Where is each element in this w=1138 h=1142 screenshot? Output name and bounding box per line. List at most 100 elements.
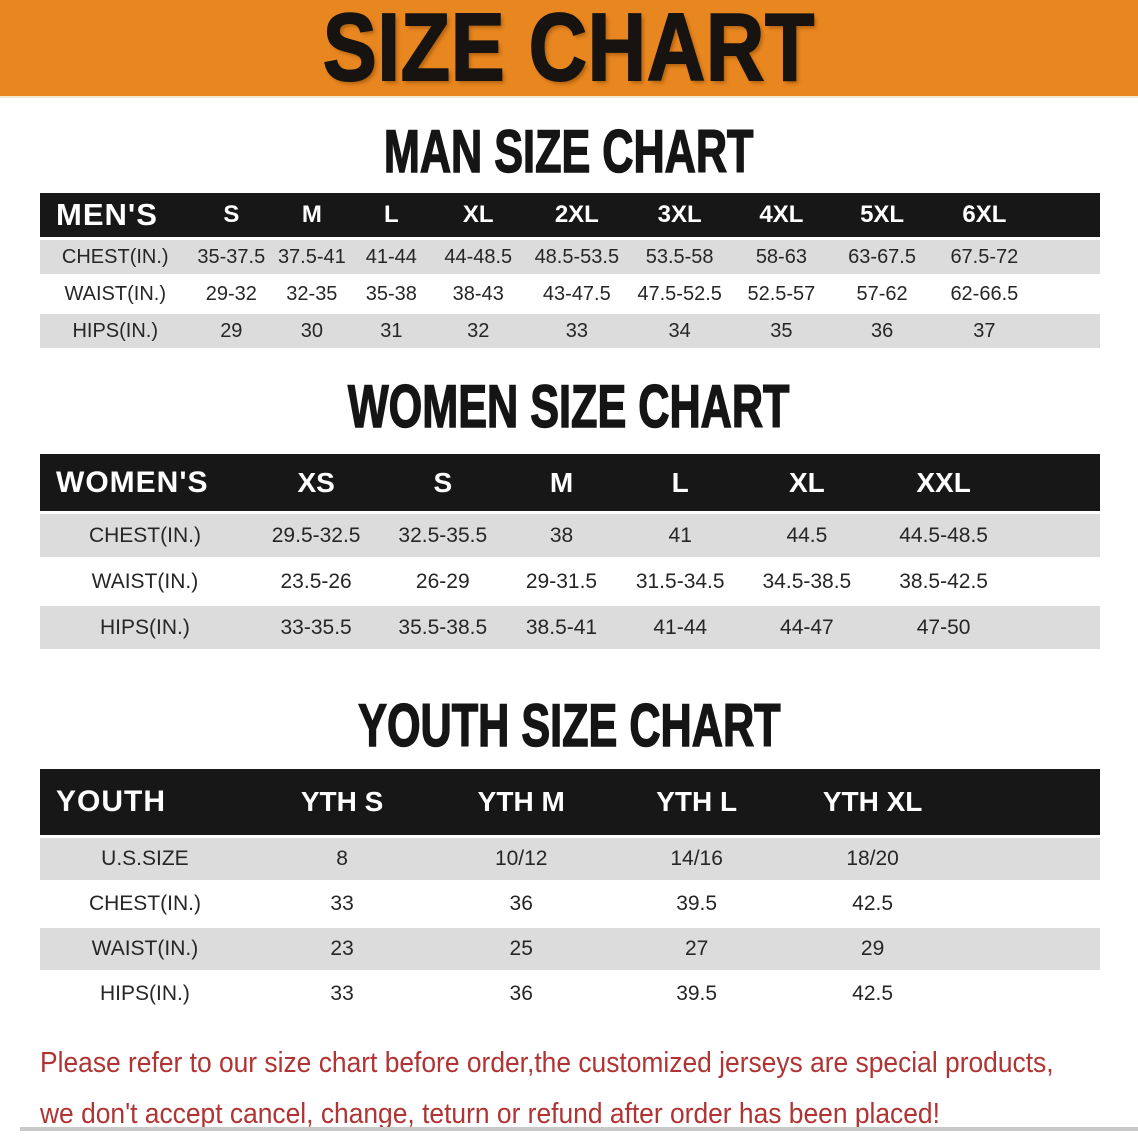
size-value-cell: 42.5 bbox=[785, 883, 961, 925]
women-chest-row: CHEST(IN.) 29.5-32.5 32.5-35.5 38 41 44.… bbox=[40, 514, 1100, 557]
youth-heading-text: YOUTH SIZE CHART bbox=[357, 692, 781, 759]
size-value-cell: 38.5-41 bbox=[503, 606, 620, 649]
men-size-table: MEN'S S M L XL 2XL 3XL 4XL 5XL 6XL CHEST… bbox=[40, 190, 1100, 351]
women-size-table: WOMEN'S XS S M L XL XXL CHEST(IN.) 29.5-… bbox=[40, 451, 1100, 652]
size-value-cell: 38-43 bbox=[431, 277, 526, 311]
size-value-cell: 33-35.5 bbox=[249, 606, 383, 649]
size-value-cell: 25 bbox=[434, 928, 609, 970]
women-table-wrap: WOMEN'S XS S M L XL XXL CHEST(IN.) 29.5-… bbox=[40, 451, 1100, 652]
size-value-cell: 34.5-38.5 bbox=[740, 560, 874, 603]
size-value-cell: 29.5-32.5 bbox=[249, 514, 383, 557]
size-column-header: 6XL bbox=[932, 193, 1037, 237]
size-value-cell: 31.5-34.5 bbox=[619, 560, 741, 603]
men-chest-row: CHEST(IN.) 35-37.5 37.5-41 41-44 44-48.5… bbox=[40, 240, 1100, 274]
size-value-cell: 67.5-72 bbox=[932, 240, 1037, 274]
spacer-cell bbox=[1014, 606, 1100, 649]
women-hips-row: HIPS(IN.) 33-35.5 35.5-38.5 38.5-41 41-4… bbox=[40, 606, 1100, 649]
spacer-cell bbox=[1014, 514, 1100, 557]
banner-title: SIZE CHART bbox=[322, 0, 816, 101]
size-column-header: YTH S bbox=[249, 769, 435, 835]
men-table-wrap: MEN'S S M L XL 2XL 3XL 4XL 5XL 6XL CHEST… bbox=[40, 190, 1100, 351]
youth-waist-row: WAIST(IN.) 23 25 27 29 bbox=[40, 928, 1100, 970]
size-value-cell: 44-47 bbox=[740, 606, 874, 649]
disclaimer-text: Please refer to our size chart before or… bbox=[40, 1040, 1118, 1142]
youth-header-row: YOUTH YTH S YTH M YTH L YTH XL bbox=[40, 769, 1100, 835]
spacer-cell bbox=[1036, 314, 1100, 348]
man-heading-text: MAN SIZE CHART bbox=[384, 118, 755, 185]
youth-section-heading: YOUTH SIZE CHART bbox=[0, 692, 1138, 759]
size-value-cell: 57-62 bbox=[831, 277, 933, 311]
spacer-cell bbox=[1036, 193, 1100, 237]
women-heading-text: WOMEN SIZE CHART bbox=[348, 373, 791, 440]
size-value-cell: 38.5-42.5 bbox=[873, 560, 1015, 603]
size-column-header: L bbox=[351, 193, 432, 237]
size-value-cell: 44.5-48.5 bbox=[873, 514, 1015, 557]
youth-size-table: YOUTH YTH S YTH M YTH L YTH XL U.S.SIZE … bbox=[40, 766, 1100, 1018]
size-value-cell: 29 bbox=[785, 928, 961, 970]
size-column-header: YTH L bbox=[608, 769, 786, 835]
size-column-header: XL bbox=[431, 193, 526, 237]
row-label: U.S.SIZE bbox=[40, 838, 250, 880]
size-column-header: 5XL bbox=[831, 193, 933, 237]
spacer-cell bbox=[960, 928, 1100, 970]
size-value-cell: 29-31.5 bbox=[503, 560, 620, 603]
size-value-cell: 35-38 bbox=[351, 277, 432, 311]
youth-table-wrap: YOUTH YTH S YTH M YTH L YTH XL U.S.SIZE … bbox=[40, 766, 1100, 1018]
man-section-heading: MAN SIZE CHART bbox=[0, 118, 1138, 185]
youth-ussize-row: U.S.SIZE 8 10/12 14/16 18/20 bbox=[40, 838, 1100, 880]
spacer-cell bbox=[960, 838, 1100, 880]
size-value-cell: 30 bbox=[272, 314, 352, 348]
size-value-cell: 33 bbox=[249, 883, 435, 925]
row-label: HIPS(IN.) bbox=[40, 606, 250, 649]
size-value-cell: 26-29 bbox=[382, 560, 504, 603]
women-waist-row: WAIST(IN.) 23.5-26 26-29 29-31.5 31.5-34… bbox=[40, 560, 1100, 603]
size-value-cell: 33 bbox=[249, 973, 435, 1015]
men-corner-label: MEN'S bbox=[40, 193, 191, 237]
size-value-cell: 32.5-35.5 bbox=[382, 514, 504, 557]
spacer-cell bbox=[1014, 454, 1100, 511]
youth-chest-row: CHEST(IN.) 33 36 39.5 42.5 bbox=[40, 883, 1100, 925]
row-label: WAIST(IN.) bbox=[40, 277, 191, 311]
bottom-edge-line bbox=[20, 1127, 1138, 1131]
men-hips-row: HIPS(IN.) 29 30 31 32 33 34 35 36 37 bbox=[40, 314, 1100, 348]
size-value-cell: 35-37.5 bbox=[190, 240, 273, 274]
row-label: CHEST(IN.) bbox=[40, 514, 250, 557]
size-column-header: S bbox=[382, 454, 504, 511]
size-value-cell: 29-32 bbox=[190, 277, 273, 311]
size-column-header: L bbox=[619, 454, 741, 511]
size-column-header: XS bbox=[249, 454, 383, 511]
size-value-cell: 33 bbox=[525, 314, 629, 348]
size-value-cell: 32-35 bbox=[272, 277, 352, 311]
size-column-header: YTH M bbox=[434, 769, 609, 835]
size-value-cell: 23 bbox=[249, 928, 435, 970]
size-value-cell: 41 bbox=[619, 514, 741, 557]
youth-corner-label: YOUTH bbox=[40, 769, 250, 835]
size-value-cell: 37.5-41 bbox=[272, 240, 352, 274]
women-section-heading: WOMEN SIZE CHART bbox=[0, 373, 1138, 440]
size-value-cell: 29 bbox=[190, 314, 273, 348]
youth-hips-row: HIPS(IN.) 33 36 39.5 42.5 bbox=[40, 973, 1100, 1015]
size-value-cell: 31 bbox=[351, 314, 432, 348]
size-value-cell: 27 bbox=[608, 928, 786, 970]
size-value-cell: 52.5-57 bbox=[731, 277, 832, 311]
size-value-cell: 32 bbox=[431, 314, 526, 348]
size-value-cell: 35 bbox=[731, 314, 832, 348]
women-header-row: WOMEN'S XS S M L XL XXL bbox=[40, 454, 1100, 511]
size-value-cell: 38 bbox=[503, 514, 620, 557]
spacer-cell bbox=[1014, 560, 1100, 603]
size-value-cell: 41-44 bbox=[351, 240, 432, 274]
spacer-cell bbox=[960, 883, 1100, 925]
size-value-cell: 42.5 bbox=[785, 973, 961, 1015]
size-value-cell: 14/16 bbox=[608, 838, 786, 880]
size-column-header: 4XL bbox=[731, 193, 832, 237]
size-value-cell: 39.5 bbox=[608, 883, 786, 925]
size-value-cell: 36 bbox=[434, 973, 609, 1015]
size-value-cell: 37 bbox=[932, 314, 1037, 348]
spacer-cell bbox=[1036, 240, 1100, 274]
size-value-cell: 47-50 bbox=[873, 606, 1015, 649]
row-label: CHEST(IN.) bbox=[40, 240, 191, 274]
size-column-header: M bbox=[503, 454, 620, 511]
size-column-header: M bbox=[272, 193, 352, 237]
size-column-header: XL bbox=[740, 454, 874, 511]
size-chart-banner: SIZE CHART bbox=[0, 0, 1138, 98]
